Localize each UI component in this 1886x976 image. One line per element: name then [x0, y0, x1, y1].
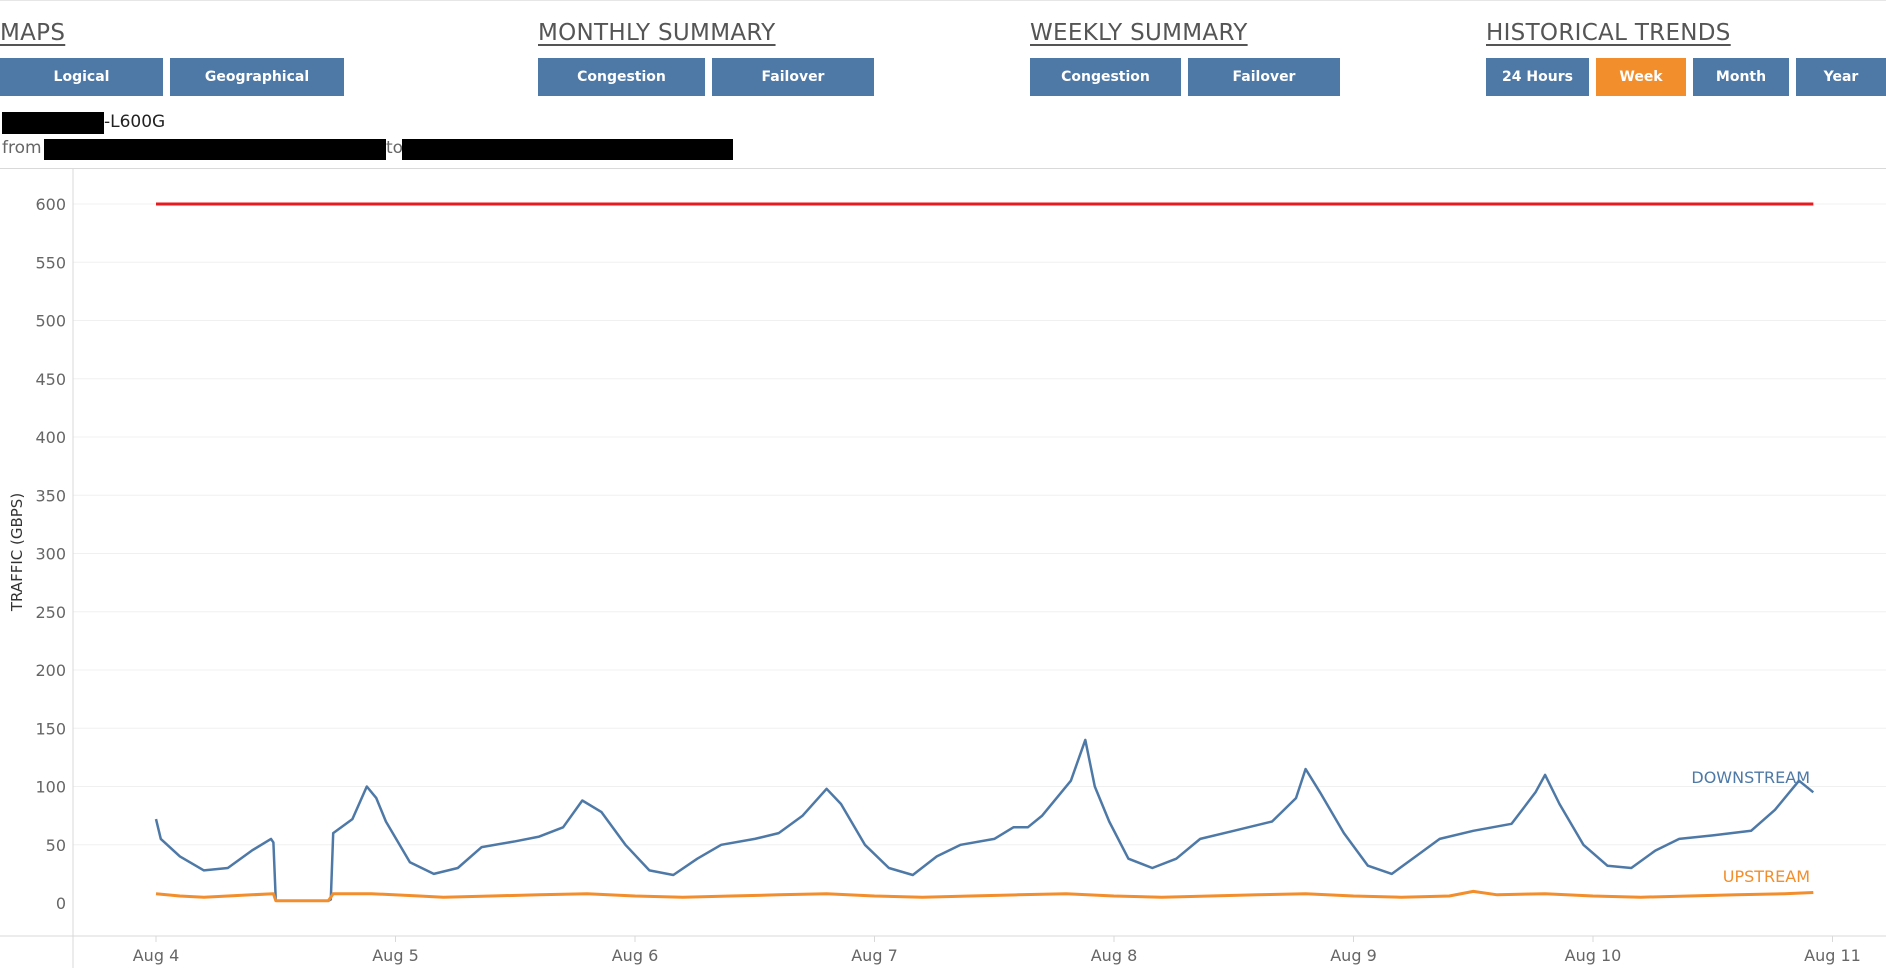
logical-button[interactable]: Logical [0, 58, 163, 96]
series-lines [154, 202, 1815, 903]
week-button[interactable]: Week [1596, 58, 1686, 96]
monthly-failover-button[interactable]: Failover [712, 58, 874, 96]
x-tick-label: Aug 8 [1091, 946, 1138, 965]
y-tick-label: 500 [35, 312, 66, 331]
redacted-from-value [44, 139, 386, 160]
top-border [0, 0, 1886, 1]
y-tick-label: 550 [35, 253, 66, 272]
x-tick-label: Aug 5 [372, 946, 419, 965]
x-tick-labels: Aug 4 Aug 5 Aug 6 Aug 7 Aug 8 Aug 9 Aug 10 Aug … [133, 936, 1861, 965]
weekly-summary-title: WEEKLY SUMMARY [1030, 20, 1248, 46]
x-tick-label: Aug 7 [851, 946, 898, 965]
y-tick-label: 350 [35, 486, 66, 505]
upstream-series-label: UPSTREAM [1723, 867, 1810, 886]
monthly-summary-title: MONTHLY SUMMARY [538, 20, 776, 46]
y-tick-label: 300 [35, 545, 66, 564]
y-tick-label: 250 [35, 603, 66, 622]
24-hours-button[interactable]: 24 Hours [1486, 58, 1589, 96]
weekly-congestion-button[interactable]: Congestion [1030, 58, 1181, 96]
from-label: from [2, 138, 42, 158]
y-axis-title: TRAFFIC (GBPS) [8, 493, 26, 612]
weekly-failover-button[interactable]: Failover [1188, 58, 1340, 96]
redacted-device-name [2, 112, 104, 134]
y-tick-label: 450 [35, 370, 66, 389]
geographical-button[interactable]: Geographical [170, 58, 344, 96]
y-tick-label: 0 [56, 894, 66, 913]
historical-trends-title: HISTORICAL TRENDS [1486, 20, 1731, 46]
x-tick-label: Aug 9 [1330, 946, 1377, 965]
x-tick-label: Aug 4 [133, 946, 180, 965]
x-tick-label: Aug 6 [612, 946, 659, 965]
header-separator [0, 168, 1886, 169]
downstream-series-label: DOWNSTREAM [1691, 768, 1810, 787]
to-label: to [386, 138, 404, 158]
maps-title: MAPS [0, 20, 66, 46]
y-tick-label: 100 [35, 778, 66, 797]
traffic-chart: 0 50 100 150 200 250 300 350 400 450 500 550 600 Aug… [0, 168, 1886, 968]
grid-lines [73, 203, 1886, 846]
x-tick-label: Aug 11 [1804, 946, 1861, 965]
upstream-line [155, 889, 1814, 903]
device-name-suffix: -L600G [104, 112, 166, 132]
y-tick-label: 400 [35, 428, 66, 447]
y-tick-label: 150 [35, 719, 66, 738]
redacted-to-value [402, 139, 733, 160]
y-tick-label: 200 [35, 661, 66, 680]
year-button[interactable]: Year [1796, 58, 1886, 96]
y-tick-labels: 0 50 100 150 200 250 300 350 400 450 500 550 600 [35, 195, 66, 913]
y-tick-label: 600 [35, 195, 66, 214]
month-button[interactable]: Month [1693, 58, 1789, 96]
downstream-line [154, 738, 1815, 902]
y-tick-label: 50 [46, 836, 66, 855]
x-tick-label: Aug 10 [1565, 946, 1622, 965]
monthly-congestion-button[interactable]: Congestion [538, 58, 705, 96]
